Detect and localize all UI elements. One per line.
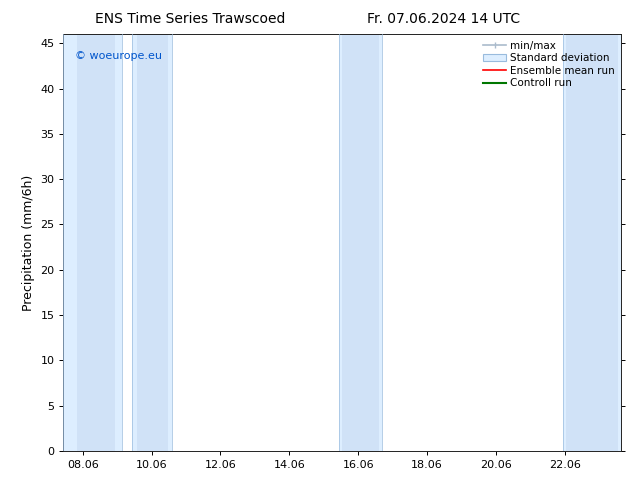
Legend: min/max, Standard deviation, Ensemble mean run, Controll run: min/max, Standard deviation, Ensemble me…: [479, 36, 619, 93]
Y-axis label: Precipitation (mm/6h): Precipitation (mm/6h): [22, 174, 35, 311]
Bar: [138, 34, 169, 451]
Bar: [342, 34, 378, 451]
Bar: [133, 34, 172, 451]
Text: ENS Time Series Trawscoed: ENS Time Series Trawscoed: [95, 12, 285, 26]
Text: Fr. 07.06.2024 14 UTC: Fr. 07.06.2024 14 UTC: [367, 12, 521, 26]
Bar: [339, 34, 382, 451]
Bar: [566, 34, 618, 451]
Bar: [77, 34, 115, 451]
Bar: [63, 34, 122, 451]
Text: © woeurope.eu: © woeurope.eu: [75, 51, 162, 61]
Bar: [563, 34, 621, 451]
